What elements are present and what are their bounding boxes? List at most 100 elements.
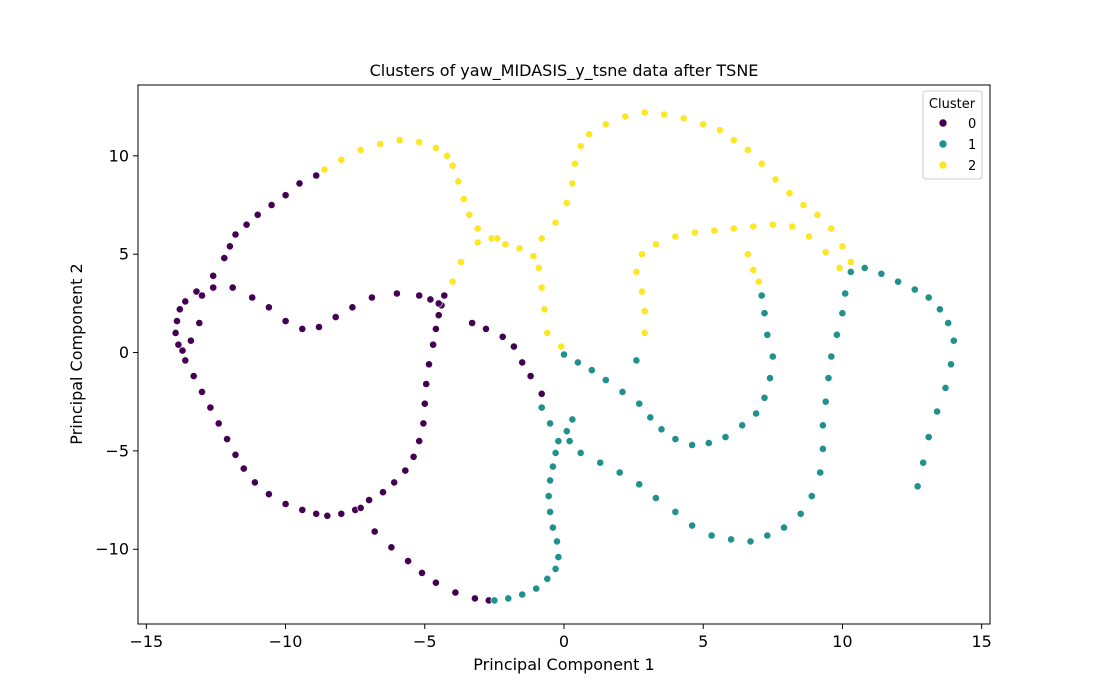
data-point [721,433,730,441]
data-point [267,201,276,209]
points-layer [171,108,958,605]
data-point [877,269,886,278]
data-point [356,503,365,512]
data-point [365,496,373,504]
data-point [418,569,426,577]
data-point [465,210,474,219]
data-point [635,480,644,489]
data-point [557,342,566,351]
data-point [186,336,195,345]
data-point [175,305,184,314]
data-point [367,293,376,302]
data-point [910,285,919,294]
x-tick-label: −5 [413,632,437,651]
chart-title: Clusters of yaw_MIDASIS_y_tsne data afte… [370,61,759,81]
data-point [757,291,766,300]
data-point [763,531,772,540]
data-point [370,527,379,536]
data-point [431,324,440,333]
data-point [504,594,513,603]
data-point [554,437,563,445]
x-tick-label: 0 [559,632,569,651]
data-point [838,309,847,318]
data-point [537,234,546,243]
y-tick-label: 5 [119,245,129,264]
data-point [225,242,234,251]
data-point [652,494,660,502]
data-point [281,191,290,200]
data-point [320,165,329,174]
data-point [553,537,561,546]
data-point [498,332,507,341]
data-point [913,482,922,491]
data-point [768,352,777,361]
data-point [337,155,346,164]
data-point [941,383,950,392]
data-point [824,374,833,382]
data-point [704,439,713,447]
data-point [312,171,321,180]
legend-box [922,90,983,180]
data-point [376,140,385,148]
data-point [415,437,424,445]
data-point [749,222,758,231]
data-point [223,435,231,443]
data-point [404,557,412,565]
data-point [356,145,365,154]
data-point [173,317,181,325]
data-point [841,289,850,298]
data-point [568,179,577,188]
data-point [807,492,816,500]
data-point [518,590,527,599]
data-point [760,393,769,402]
data-point [671,507,680,516]
legend-label: 2 [968,159,976,174]
data-point [554,553,563,561]
plot-area [137,84,991,625]
data-point [615,468,624,477]
data-point [473,224,482,233]
data-point [679,114,688,123]
data-point [468,319,476,327]
series-0 [171,171,546,605]
data-point [947,360,955,369]
data-point [490,596,499,605]
data-point [788,222,797,231]
data-point [298,324,307,333]
data-point [431,143,440,152]
data-point [178,346,187,355]
data-point [425,360,433,369]
data-point [805,232,813,241]
legend-marker [938,139,948,149]
x-tick-label: −10 [269,632,303,651]
data-point [638,250,646,259]
y-tick-label: 10 [109,146,129,165]
data-point [710,226,719,235]
legend: Cluster 0 1 2 [922,90,983,180]
data-point [746,537,755,546]
data-point [640,328,649,337]
data-point [640,108,649,117]
data-point [331,313,340,321]
data-point [420,399,429,408]
data-point [419,419,428,428]
data-point [537,403,546,412]
data-point [250,478,259,487]
data-point [638,287,646,296]
data-point [560,350,568,359]
data-point [632,356,641,365]
data-point [755,277,763,286]
data-point [482,324,490,333]
x-tick-label: 15 [971,632,991,651]
data-point [671,232,680,241]
data-point [562,427,571,436]
data-point [652,240,660,249]
data-point [535,263,543,272]
data-point [231,450,240,459]
data-point [587,366,596,375]
data-point [206,403,215,412]
data-point [819,444,827,453]
data-point [729,224,738,233]
data-point [707,531,716,540]
data-point [621,112,630,121]
